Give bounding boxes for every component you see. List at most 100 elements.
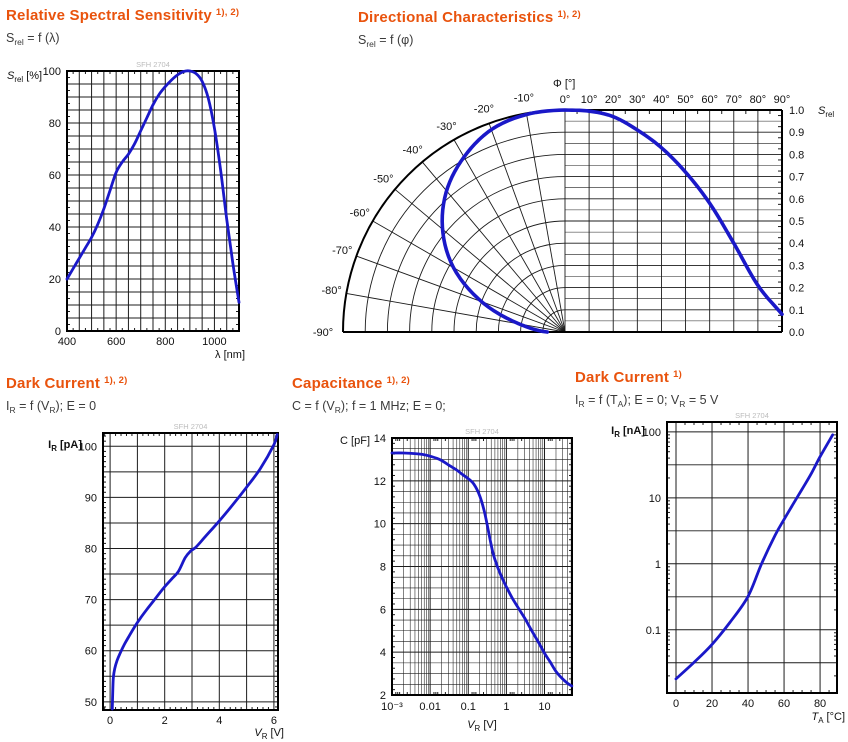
subscript-text: rel xyxy=(366,39,376,49)
x-tick-label: 600 xyxy=(107,336,125,348)
x-tick-label: 0 xyxy=(107,715,113,727)
title-footnote: 1) xyxy=(673,369,682,380)
y-tick-label: 60 xyxy=(49,170,61,182)
watermark-text: SFH 2704 xyxy=(136,60,170,69)
x-axis-label: TA [°C] xyxy=(811,711,845,725)
x-tick-label: 1000 xyxy=(202,336,226,348)
grid-lines xyxy=(346,110,782,333)
y-tick-label: 40 xyxy=(49,222,61,234)
title-text: Dark Current xyxy=(575,369,670,386)
y-tick-label: 100 xyxy=(43,66,61,78)
radial-tick-label: 0.9 xyxy=(789,127,804,139)
angle-tick-label: -10° xyxy=(514,93,534,105)
title-text: Capacitance xyxy=(292,375,383,392)
angle-tick-label: 0° xyxy=(560,94,571,106)
grid-lines xyxy=(103,433,278,710)
angle-tick-label: 90° xyxy=(774,94,791,106)
data-curve xyxy=(440,108,784,334)
angle-tick-label: -20° xyxy=(474,103,494,115)
angle-tick-label: -90° xyxy=(313,327,333,339)
plot-frame xyxy=(66,70,240,332)
y-tick-label: 14 xyxy=(374,433,386,445)
dark-current-vr-title: Dark Current 1), 2) xyxy=(6,375,127,392)
data-curve xyxy=(390,451,574,688)
dark-current-ta-title: Dark Current 1) xyxy=(575,369,682,386)
x-tick-label: 10⁻³ xyxy=(381,701,403,713)
relative_spectral_sensitivity-svg: 400 600 800 1000 0 20 40 60 80 100 SFH 2704 Srel [%… xyxy=(7,60,245,361)
y-tick-label: 80 xyxy=(85,544,97,556)
y-tick-label: 4 xyxy=(380,647,386,659)
y-tick-label: 10 xyxy=(374,519,386,531)
subscript-text: A xyxy=(617,399,624,409)
y-tick-label: 80 xyxy=(49,118,61,130)
edge-ticks xyxy=(576,110,782,327)
capacitance_vs_reverse_voltage-svg: 10⁻³ 0.01 0.1 1 10 2 4 6 8 10 12 14 SFH 2704 C [pF] VR… xyxy=(340,427,574,733)
radial-tick-label: 0.0 xyxy=(789,327,804,339)
formula-text: S xyxy=(6,31,15,45)
formula-text: I xyxy=(575,393,579,407)
dark-current-ta-plot: 0 20 40 60 80 0.1 1 10 100 SFH 2704 IR [nA] TA [°C] xyxy=(573,406,848,738)
y-tick-label: 6 xyxy=(380,604,386,616)
y-tick-label: 1 xyxy=(655,559,661,571)
tick-labels: 10⁻³ 0.01 0.1 1 10 2 4 6 8 10 12 14 xyxy=(374,433,551,713)
subscript-text: R xyxy=(578,399,585,409)
x-tick-label: 80 xyxy=(814,698,826,710)
angle-tick-label: 30° xyxy=(629,94,646,106)
directional-characteristics-subtitle: Srel = f (φ) xyxy=(358,33,414,49)
angle-tick-label: -50° xyxy=(373,174,393,186)
formula-text: = f (V xyxy=(15,399,50,413)
angle-tick-label: -40° xyxy=(403,144,423,156)
directional-characteristics-title: Directional Characteristics 1), 2) xyxy=(358,9,581,26)
tick-labels: 400 600 800 1000 0 20 40 60 80 100 xyxy=(43,66,227,348)
radial-tick-label: 0.7 xyxy=(789,172,804,184)
capacitance-title: Capacitance 1), 2) xyxy=(292,375,410,392)
formula-text: S xyxy=(358,33,367,47)
x-tick-label: 0.01 xyxy=(419,701,440,713)
tick-labels: 0° 10° 20° 30° 40° 50° 60° 70° 80° 90° -10° -20° -30… xyxy=(313,93,804,339)
y-tick-label: 20 xyxy=(49,274,61,286)
y-tick-label: 60 xyxy=(85,646,97,658)
radial-tick-label: 0.6 xyxy=(789,194,804,206)
radial-tick-label: 0.8 xyxy=(789,149,804,161)
dark-current-ta-subtitle: IR = f (TA); E = 0; VR = 5 V xyxy=(575,393,719,409)
title-footnote: 1), 2) xyxy=(104,375,128,386)
watermark-text: SFH 2704 xyxy=(174,422,208,431)
subscript-text: rel xyxy=(14,37,24,47)
angle-axis-label: Φ [°] xyxy=(553,78,575,90)
x-tick-label: 2 xyxy=(162,715,168,727)
radial-tick-label: 0.2 xyxy=(789,283,804,295)
formula-text: = f (φ) xyxy=(375,33,414,47)
formula-text: ); f = 1 MHz; E = 0; xyxy=(340,399,446,413)
data-curve xyxy=(65,69,241,304)
dark_current_vs_reverse_voltage-svg: 0 2 4 6 50 60 70 80 90 100 SFH 2704 IR [pA] VR [V] xyxy=(48,422,284,741)
angle-tick-label: -70° xyxy=(332,245,352,257)
title-footnote: 1), 2) xyxy=(386,375,410,386)
y-axis-label: IR [pA] xyxy=(48,439,82,453)
plot-frame xyxy=(102,432,279,711)
directional_characteristics-svg: 0° 10° 20° 30° 40° 50° 60° 70° 80° 90° -10° -20° -30… xyxy=(313,78,835,339)
angle-tick-label: 70° xyxy=(725,94,742,106)
x-tick-label: 6 xyxy=(271,715,277,727)
watermark-text: SFH 2704 xyxy=(735,411,769,420)
angle-tick-label: -80° xyxy=(321,285,341,297)
radial-tick-label: 0.4 xyxy=(789,238,804,250)
radial-tick-label: 0.5 xyxy=(789,216,804,228)
spectral-sensitivity-title: Relative Spectral Sensitivity 1), 2) xyxy=(6,7,239,24)
formula-text: ); E = 0; V xyxy=(623,393,680,407)
plot-frame xyxy=(391,437,573,696)
angle-tick-label: 60° xyxy=(701,94,718,106)
radial-tick-label: 1.0 xyxy=(789,105,804,117)
capacitance-subtitle: C = f (VR); f = 1 MHz; E = 0; xyxy=(292,399,446,415)
angle-tick-label: 10° xyxy=(581,94,598,106)
x-axis-label: VR [V] xyxy=(467,719,497,733)
title-footnote: 1), 2) xyxy=(215,7,240,18)
spectral-sensitivity-plot: 400 600 800 1000 0 20 40 60 80 100 SFH 2704 Srel [%… xyxy=(6,53,260,365)
x-tick-label: 0 xyxy=(673,698,679,710)
grid-lines xyxy=(667,422,837,693)
y-axis-label: Srel [%] xyxy=(7,70,42,84)
title-text: Relative Spectral Sensitivity xyxy=(6,7,212,24)
subscript-text: R xyxy=(679,399,686,409)
x-tick-label: 20 xyxy=(706,698,718,710)
formula-text: = 5 V xyxy=(685,393,719,407)
title-footnote: 1), 2) xyxy=(557,9,581,20)
